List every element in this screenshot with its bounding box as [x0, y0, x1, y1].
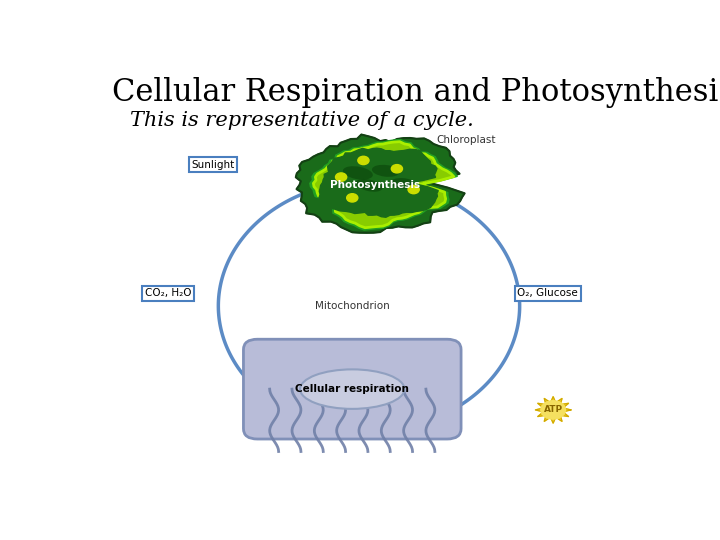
Text: Chloroplast: Chloroplast	[436, 134, 495, 145]
Polygon shape	[313, 141, 454, 228]
Polygon shape	[319, 148, 438, 217]
Circle shape	[392, 165, 402, 173]
Circle shape	[358, 156, 369, 165]
Circle shape	[347, 194, 358, 202]
Text: ATP: ATP	[544, 406, 563, 414]
Text: This is representative of a cycle.: This is representative of a cycle.	[130, 111, 474, 130]
Ellipse shape	[343, 166, 373, 180]
Circle shape	[541, 401, 565, 419]
Ellipse shape	[372, 165, 400, 177]
Text: Cellular Respiration and Photosynthesis: Cellular Respiration and Photosynthesis	[112, 77, 720, 109]
Polygon shape	[535, 396, 571, 423]
Text: Mitochondrion: Mitochondrion	[315, 301, 390, 311]
Ellipse shape	[390, 178, 415, 188]
Polygon shape	[296, 134, 464, 233]
Text: Sunlight: Sunlight	[191, 160, 235, 170]
Text: Cellular respiration: Cellular respiration	[295, 384, 409, 394]
Text: CO₂, H₂O: CO₂, H₂O	[145, 288, 192, 299]
Text: O₂, Glucose: O₂, Glucose	[517, 288, 578, 299]
FancyBboxPatch shape	[243, 339, 461, 439]
Polygon shape	[310, 139, 457, 230]
Circle shape	[336, 173, 347, 181]
Ellipse shape	[356, 179, 382, 192]
Text: Photosynthesis: Photosynthesis	[330, 180, 420, 191]
Ellipse shape	[300, 369, 405, 409]
Circle shape	[408, 185, 419, 194]
